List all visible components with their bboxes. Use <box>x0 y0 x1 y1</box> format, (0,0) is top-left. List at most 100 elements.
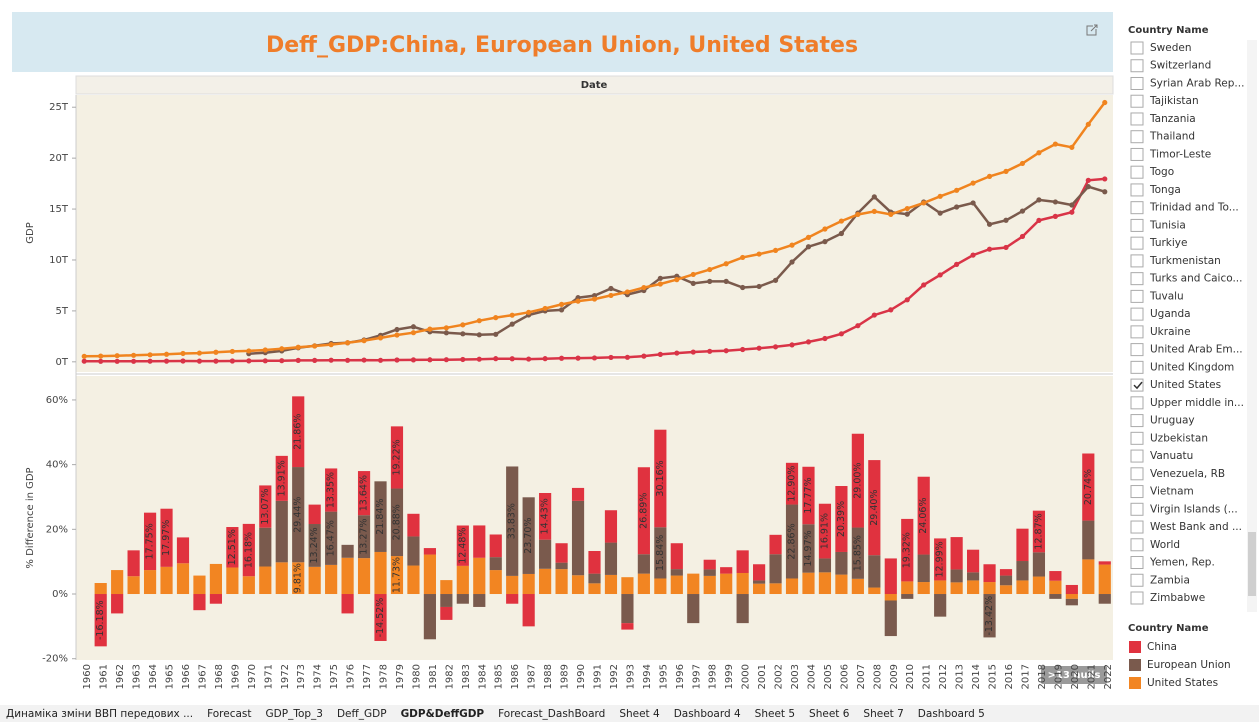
x-tick-label: 1997 <box>691 664 702 689</box>
scrollbar-thumb[interactable] <box>1248 532 1256 596</box>
filter-item[interactable]: Trinidad and To... <box>1149 202 1239 214</box>
checkbox[interactable] <box>1130 236 1144 250</box>
filter-item[interactable]: Yemen, Rep. <box>1149 557 1215 569</box>
checkbox[interactable] <box>1130 59 1144 73</box>
checkbox[interactable] <box>1130 112 1144 126</box>
nulls-badge[interactable] <box>1041 666 1107 684</box>
filter-item[interactable]: Zambia <box>1150 574 1190 586</box>
filter-item[interactable]: Uganda <box>1150 308 1191 320</box>
filter-item[interactable]: Zimbabwe <box>1150 592 1205 604</box>
filter-item[interactable]: World <box>1150 539 1180 551</box>
point <box>377 335 384 341</box>
checkbox[interactable] <box>1130 360 1144 374</box>
filter-item[interactable]: Tanzania <box>1149 113 1196 125</box>
sheet-tab[interactable]: Forecast <box>207 708 251 720</box>
filter-item[interactable]: Tuvalu <box>1149 290 1184 302</box>
scrollbar-track[interactable] <box>1247 40 1257 612</box>
checkbox[interactable] <box>1130 76 1144 90</box>
bar-segment <box>489 534 502 558</box>
filter-item[interactable]: Ukraine <box>1150 326 1191 338</box>
nulls-badge-text[interactable]: >13 nulls <box>1048 670 1101 681</box>
filter-item[interactable]: Turkiye <box>1149 237 1187 249</box>
checkbox[interactable] <box>1130 449 1144 463</box>
filter-item[interactable]: Togo <box>1149 166 1174 178</box>
point <box>1036 197 1042 203</box>
checkbox[interactable] <box>1130 307 1144 321</box>
checkbox[interactable] <box>1130 502 1144 516</box>
checkbox[interactable] <box>1130 556 1144 570</box>
filter-item[interactable]: Tonga <box>1149 184 1181 196</box>
filter-item[interactable]: Venezuela, RB <box>1150 468 1225 480</box>
sheet-tab[interactable]: Sheet 4 <box>619 708 660 720</box>
checkbox[interactable] <box>1130 218 1144 232</box>
bar-segment <box>637 573 650 595</box>
sheet-tab[interactable]: Sheet 6 <box>809 708 850 720</box>
sheet-tab[interactable]: GDP_Top_3 <box>266 708 323 720</box>
point <box>707 266 713 273</box>
checkbox[interactable] <box>1130 41 1144 55</box>
checkbox[interactable] <box>1130 520 1144 534</box>
filter-item[interactable]: Upper middle in... <box>1150 397 1244 409</box>
checkbox[interactable] <box>1130 325 1144 339</box>
bar-segment <box>143 512 157 571</box>
filter-item[interactable]: Tunisia <box>1149 219 1186 231</box>
checkmark[interactable] <box>1133 381 1143 390</box>
checkbox[interactable] <box>1130 94 1144 108</box>
expand-icon[interactable] <box>1086 24 1098 36</box>
checkbox[interactable] <box>1130 538 1144 552</box>
checkbox[interactable] <box>1130 378 1144 392</box>
filter-item[interactable]: West Bank and ... <box>1150 521 1242 533</box>
sheet-tab[interactable]: Deff_GDP <box>337 708 387 720</box>
checkbox[interactable] <box>1130 272 1144 286</box>
checkbox[interactable] <box>1130 431 1144 445</box>
checkbox[interactable] <box>1130 573 1144 587</box>
point <box>904 211 910 217</box>
checkbox[interactable] <box>1130 343 1144 357</box>
bar-segment <box>374 594 387 641</box>
filter-item[interactable]: Vanuatu <box>1150 450 1193 462</box>
filter-item[interactable]: United States <box>1150 379 1221 391</box>
checkbox[interactable] <box>1130 485 1144 499</box>
filter-item[interactable]: Switzerland <box>1150 60 1211 72</box>
checkbox[interactable] <box>1130 591 1144 605</box>
filter-item[interactable]: United Kingdom <box>1150 361 1234 373</box>
sheet-tab[interactable]: Sheet 5 <box>755 708 795 720</box>
filter-item[interactable]: Turkmenistan <box>1149 255 1221 267</box>
filter-item[interactable]: Virgin Islands (... <box>1150 503 1238 515</box>
filter-item[interactable]: Turks and Caico... <box>1149 273 1242 285</box>
filter-item[interactable]: Uruguay <box>1150 415 1195 427</box>
checkbox[interactable] <box>1130 165 1144 179</box>
sheet-tab[interactable]: GDP&DeffGDP <box>401 708 485 720</box>
value-label: 12.87% <box>1033 513 1044 549</box>
filter-item[interactable]: Timor-Leste <box>1149 148 1211 160</box>
checkbox[interactable] <box>1130 201 1144 215</box>
checkbox[interactable] <box>1130 467 1144 481</box>
filter-item[interactable]: United Arab Em... <box>1150 344 1243 356</box>
checkbox[interactable] <box>1130 183 1144 197</box>
checkbox[interactable] <box>1130 289 1144 303</box>
checkbox[interactable] <box>1130 130 1144 144</box>
value-label: 19.32% <box>902 532 913 568</box>
filter-item[interactable]: Thailand <box>1149 131 1195 143</box>
point <box>81 358 87 364</box>
sheet-tab[interactable]: Sheet 7 <box>863 708 903 720</box>
sheet-tab[interactable]: Dashboard 5 <box>918 708 985 720</box>
bar-segment <box>654 527 667 579</box>
checkbox[interactable] <box>1130 147 1144 161</box>
filter-item[interactable]: Sweden <box>1150 42 1192 54</box>
checkbox[interactable] <box>1130 254 1144 268</box>
x-tick-label: 2003 <box>790 664 801 689</box>
filter-item[interactable]: Tajikistan <box>1149 95 1199 107</box>
filter-item[interactable]: Syrian Arab Rep... <box>1150 77 1244 89</box>
x-tick-label: 1977 <box>362 664 373 689</box>
checkbox[interactable] <box>1130 396 1144 410</box>
filter-item[interactable]: Uzbekistan <box>1150 432 1208 444</box>
value-label: 12.48% <box>457 528 468 564</box>
point <box>180 350 186 357</box>
sheet-tab[interactable]: Dashboard 4 <box>674 708 741 720</box>
sheet-tab[interactable]: Forecast_DashBoard <box>498 708 605 720</box>
checkbox[interactable] <box>1130 414 1144 428</box>
filter-item[interactable]: Vietnam <box>1150 486 1194 498</box>
x-tick-label: 1996 <box>675 664 686 689</box>
sheet-tab[interactable]: Динаміка зміни ВВП передових ... <box>6 708 193 720</box>
